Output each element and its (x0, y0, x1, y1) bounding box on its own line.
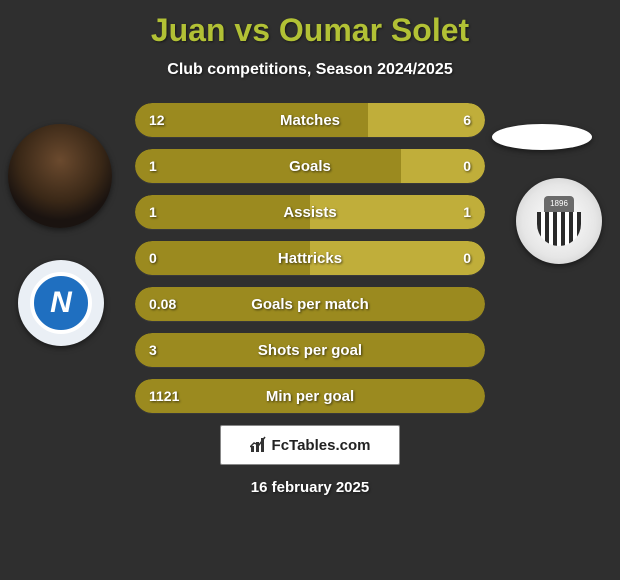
club-left-badge: N (18, 260, 104, 346)
stat-label: Goals (135, 158, 485, 175)
stat-row: 00Hattricks (135, 241, 485, 275)
stat-label: Assists (135, 204, 485, 221)
stat-row: 1121Min per goal (135, 379, 485, 413)
footer-site-badge: FcTables.com (220, 425, 400, 465)
page-title: Juan vs Oumar Solet (0, 0, 620, 49)
stat-row: 0.08Goals per match (135, 287, 485, 321)
stat-row: 126Matches (135, 103, 485, 137)
player-right-avatar (492, 124, 592, 150)
stat-row: 3Shots per goal (135, 333, 485, 367)
chart-icon (250, 436, 268, 454)
footer-date: 16 february 2025 (0, 479, 620, 496)
page-subtitle: Club competitions, Season 2024/2025 (0, 61, 620, 79)
stat-label: Shots per goal (135, 342, 485, 359)
club-right-year: 1896 (544, 196, 574, 212)
stat-label: Goals per match (135, 296, 485, 313)
stat-label: Min per goal (135, 388, 485, 405)
footer-site-text: FcTables.com (272, 437, 371, 454)
club-left-letter: N (30, 272, 92, 334)
stats-container: 126Matches 10Goals 11Assists 00Hattricks 0.0… (135, 103, 485, 413)
player-left-avatar (8, 124, 112, 228)
club-right-badge: 1896 (516, 178, 602, 264)
stat-row: 11Assists (135, 195, 485, 229)
club-right-stripes (537, 212, 581, 246)
stat-row: 10Goals (135, 149, 485, 183)
stat-label: Matches (135, 112, 485, 129)
stat-label: Hattricks (135, 250, 485, 267)
